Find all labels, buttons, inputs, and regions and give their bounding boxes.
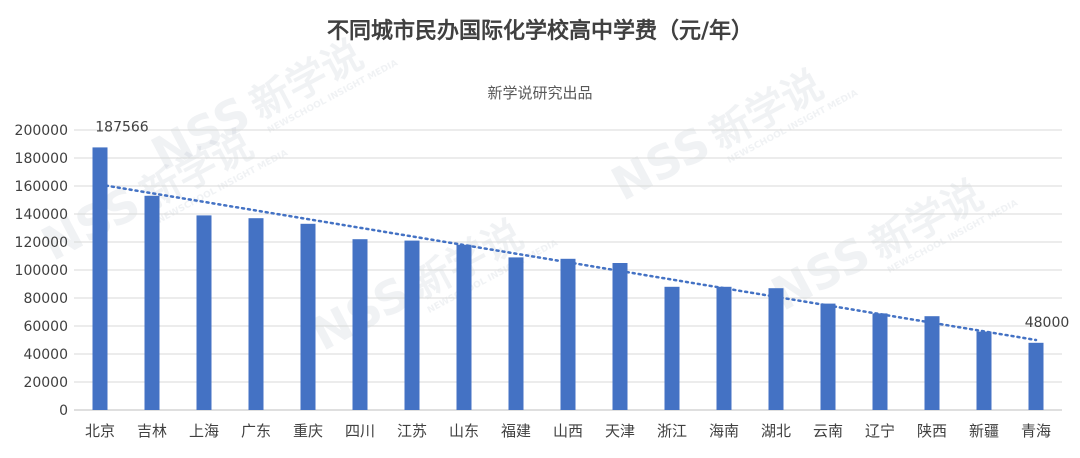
bar-山东 bbox=[456, 244, 472, 410]
y-tick-label: 0 bbox=[59, 403, 68, 419]
bar-新疆 bbox=[976, 331, 992, 410]
bar-吉林 bbox=[144, 195, 160, 410]
x-category-label: 吉林 bbox=[137, 422, 167, 440]
bar-浙江 bbox=[664, 286, 680, 410]
bar-layer bbox=[92, 147, 1044, 410]
bar-广东 bbox=[248, 218, 264, 410]
y-tick-label: 60000 bbox=[23, 319, 68, 335]
bar-山西 bbox=[560, 258, 576, 410]
y-tick-label: 180000 bbox=[15, 151, 68, 167]
data-label: 187566 bbox=[95, 119, 149, 135]
bar-上海 bbox=[196, 215, 212, 410]
x-category-label: 北京 bbox=[85, 422, 115, 440]
x-category-label: 湖北 bbox=[761, 422, 791, 440]
y-tick-label: 120000 bbox=[15, 235, 68, 251]
trendline bbox=[98, 183, 1038, 342]
x-category-label: 山东 bbox=[449, 422, 479, 440]
y-tick-label: 160000 bbox=[15, 179, 68, 195]
label-layer: 0 20000 40000 60000 80000 100000 120000 140000 1… bbox=[15, 119, 1070, 440]
y-tick-label: 140000 bbox=[15, 207, 68, 223]
x-category-label: 新疆 bbox=[969, 422, 999, 440]
x-category-label: 福建 bbox=[501, 422, 531, 440]
x-category-label: 四川 bbox=[345, 422, 375, 440]
bar-四川 bbox=[352, 239, 368, 410]
x-category-label: 陕西 bbox=[917, 422, 947, 440]
bar-天津 bbox=[612, 263, 628, 410]
x-category-label: 辽宁 bbox=[865, 422, 895, 440]
x-category-label: 海南 bbox=[709, 422, 739, 440]
y-tick-label: 100000 bbox=[15, 263, 68, 279]
x-category-label: 江苏 bbox=[397, 422, 427, 440]
bar-湖北 bbox=[768, 288, 784, 410]
data-label: 48000 bbox=[1025, 315, 1070, 331]
x-category-label: 青海 bbox=[1021, 422, 1051, 440]
bar-江苏 bbox=[404, 240, 420, 410]
y-tick-label: 200000 bbox=[15, 123, 68, 139]
y-tick-label: 20000 bbox=[23, 375, 68, 391]
x-category-label: 重庆 bbox=[293, 422, 323, 440]
x-category-label: 广东 bbox=[241, 422, 271, 440]
bar-云南 bbox=[820, 303, 836, 410]
x-category-label: 山西 bbox=[553, 422, 583, 440]
chart-subtitle: 新学说研究出品 bbox=[487, 84, 592, 102]
trendline-layer bbox=[98, 183, 1038, 342]
bar-青海 bbox=[1028, 342, 1044, 410]
bar-陕西 bbox=[924, 316, 940, 410]
bar-福建 bbox=[508, 257, 524, 410]
y-tick-label: 80000 bbox=[23, 291, 68, 307]
x-category-label: 天津 bbox=[605, 422, 635, 440]
bar-重庆 bbox=[300, 223, 316, 410]
y-tick-label: 40000 bbox=[23, 347, 68, 363]
bar-辽宁 bbox=[872, 313, 888, 410]
x-category-label: 上海 bbox=[189, 422, 219, 440]
bar-海南 bbox=[716, 286, 732, 410]
bar-北京 bbox=[92, 147, 108, 410]
x-category-label: 浙江 bbox=[657, 422, 687, 440]
x-category-label: 云南 bbox=[813, 422, 843, 440]
chart-title: 不同城市民办国际化学校高中学费（元/年） bbox=[327, 18, 753, 44]
